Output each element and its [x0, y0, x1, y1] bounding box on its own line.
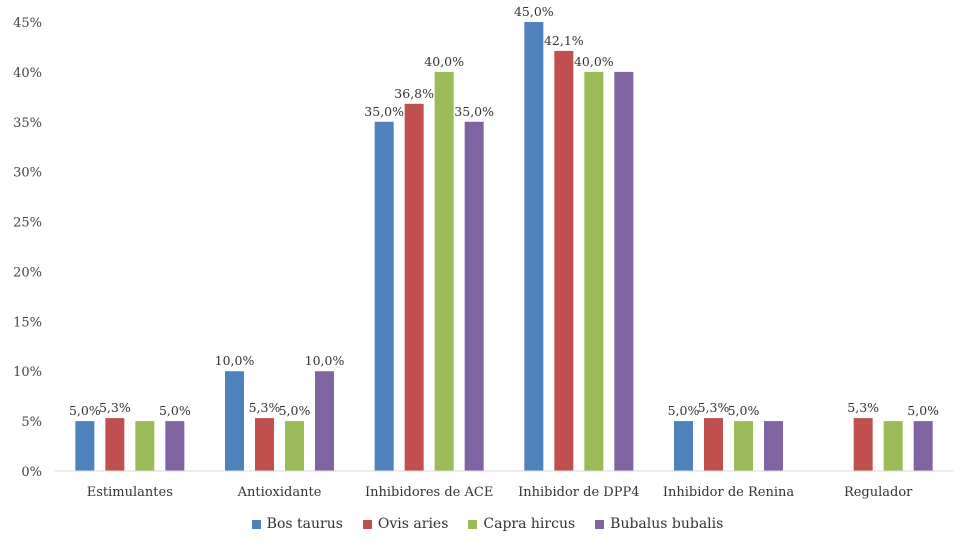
- bar: [584, 71, 604, 471]
- y-axis-ticks: 0% 5% 10% 15% 20% 25% 30% 35% 40% 45%: [13, 16, 42, 480]
- bar: [434, 71, 454, 471]
- data-label: 5,3%: [847, 400, 879, 415]
- y-tick-label: 35%: [13, 116, 42, 131]
- data-label: 5,0%: [907, 403, 939, 418]
- bar: [105, 418, 125, 471]
- data-label: 5,0%: [279, 403, 311, 418]
- data-label: 5,0%: [159, 403, 191, 418]
- bar: [734, 421, 753, 471]
- data-label: 35,0%: [364, 104, 404, 119]
- legend-item: Bubalus bubalis: [595, 516, 723, 532]
- bar: [674, 421, 693, 471]
- data-label: 40,0%: [574, 54, 614, 69]
- y-tick-label: 20%: [13, 265, 42, 280]
- data-label: 5,3%: [698, 400, 730, 415]
- bars: [75, 22, 933, 472]
- legend: Bos taurus Ovis aries Capra hircus Bubalus …: [0, 516, 975, 532]
- legend-label: Capra hircus: [483, 516, 576, 532]
- data-labels: 5,0%5,3% 5,0%10,0%5,3%5,0%10,0%35,0%36,8%…: [69, 4, 939, 418]
- y-tick-label: 0%: [21, 465, 42, 480]
- category-label: Inhibidor de DPP4: [518, 485, 639, 500]
- data-label: 5,3%: [249, 400, 281, 415]
- bar: [764, 421, 783, 471]
- legend-label: Bubalus bubalis: [610, 516, 724, 532]
- data-label: 40,0%: [424, 54, 464, 69]
- legend-swatch: [468, 519, 478, 529]
- bar: [285, 421, 304, 471]
- y-tick-label: 5%: [21, 415, 42, 430]
- category-label: Inhibidor de Renina: [663, 485, 795, 500]
- legend-item: Ovis aries: [362, 516, 449, 532]
- data-label: 5,0%: [69, 403, 101, 418]
- legend-item: Bos taurus: [251, 516, 343, 532]
- category-label: Regulador: [844, 485, 913, 500]
- category-labels: Estimulantes Antioxidante Inhibidores de A…: [87, 485, 913, 500]
- bar-chart: 0%5%10%15%20%25%30%35%40%45% 5,0%5,3% 5,0…: [13, 4, 953, 500]
- bar: [404, 103, 424, 471]
- bar: [75, 421, 95, 471]
- legend-swatch: [362, 519, 372, 529]
- legend-swatch: [595, 519, 605, 529]
- bar: [225, 371, 244, 471]
- bar: [315, 371, 334, 471]
- bar: [135, 421, 155, 471]
- category-label: Inhibidores de ACE: [365, 485, 493, 500]
- bar: [704, 418, 723, 471]
- legend-label: Bos taurus: [266, 516, 343, 532]
- legend-label: Ovis aries: [377, 516, 449, 532]
- bar: [614, 71, 634, 471]
- y-tick-label: 10%: [13, 365, 42, 380]
- data-label: 45,0%: [514, 4, 554, 19]
- y-tick-label: 45%: [13, 16, 42, 31]
- data-label: 5,0%: [728, 403, 760, 418]
- data-label: 42,1%: [544, 33, 584, 48]
- data-label: 36,8%: [394, 86, 434, 101]
- y-tick-label: 15%: [13, 315, 42, 330]
- data-label: 35,0%: [454, 104, 494, 119]
- y-tick-label: 30%: [13, 166, 42, 181]
- bar: [554, 50, 574, 472]
- bar: [883, 421, 903, 471]
- data-label: 5,0%: [668, 403, 700, 418]
- y-tick-label: 25%: [13, 216, 42, 231]
- bar: [165, 421, 185, 471]
- bar: [853, 418, 873, 471]
- legend-swatch: [251, 519, 261, 529]
- bar: [374, 121, 394, 472]
- category-label: Estimulantes: [87, 485, 173, 500]
- bar: [913, 421, 933, 471]
- bar: [464, 121, 484, 472]
- legend-item: Capra hircus: [468, 516, 575, 532]
- data-label: 5,3%: [99, 400, 131, 415]
- y-tick-label: 40%: [13, 66, 42, 81]
- data-label: 10,0%: [305, 353, 345, 368]
- category-label: Antioxidante: [237, 485, 322, 500]
- bar: [524, 22, 544, 471]
- data-label: 10,0%: [215, 353, 255, 368]
- bar: [255, 418, 274, 471]
